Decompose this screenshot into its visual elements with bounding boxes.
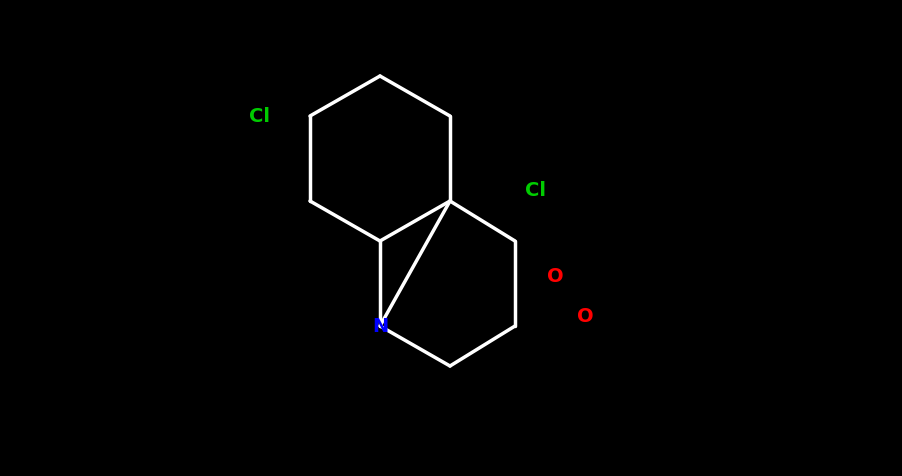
Text: Cl: Cl (524, 181, 546, 200)
Text: Cl: Cl (250, 107, 271, 126)
Text: O: O (547, 267, 564, 286)
Text: N: N (372, 317, 388, 336)
Text: O: O (576, 307, 594, 326)
